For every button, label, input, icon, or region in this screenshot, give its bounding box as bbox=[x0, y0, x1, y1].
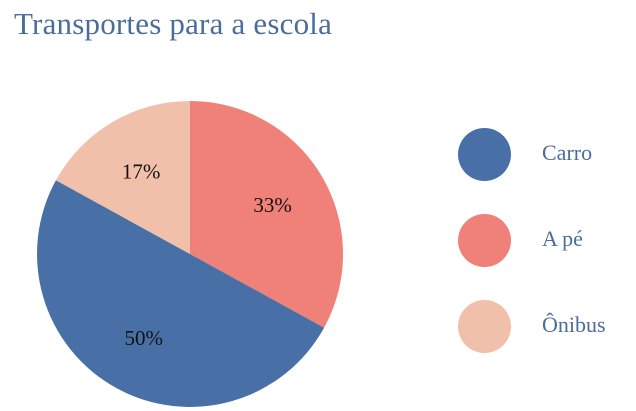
legend-swatch bbox=[458, 214, 511, 267]
legend-label: A pé bbox=[542, 226, 583, 251]
pie-slice-carro bbox=[37, 180, 325, 407]
pie-slice--nibus bbox=[55, 101, 190, 254]
legend-item: Ônibus bbox=[458, 300, 628, 354]
slice-data-label: 17% bbox=[122, 159, 161, 183]
legend-label: Carro bbox=[542, 140, 593, 165]
chart-title: Transportes para a escola bbox=[14, 6, 333, 41]
pie-slice-a-p- bbox=[190, 101, 343, 328]
legend-swatch bbox=[458, 128, 511, 181]
slice-data-label: 33% bbox=[253, 193, 292, 217]
legend-item: A pé bbox=[458, 214, 628, 268]
legend-label: Ônibus bbox=[542, 312, 606, 337]
legend-item: Carro bbox=[458, 128, 628, 182]
slice-data-label: 50% bbox=[125, 326, 164, 350]
legend-swatch bbox=[458, 300, 511, 353]
